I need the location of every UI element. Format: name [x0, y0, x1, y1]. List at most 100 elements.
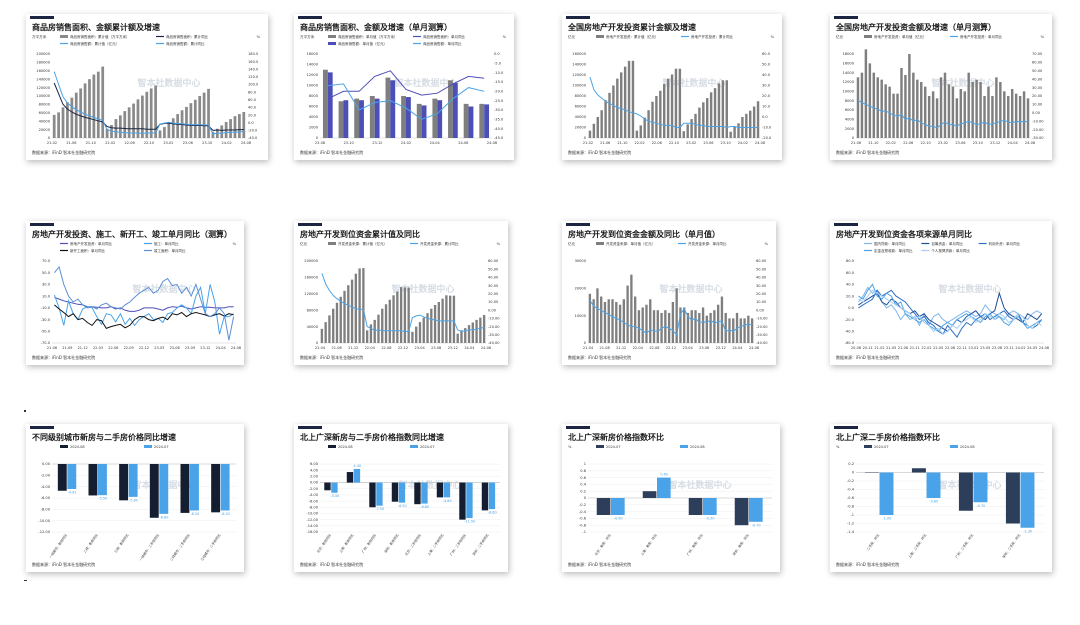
legend-swatch [328, 42, 336, 45]
bar [220, 125, 224, 138]
y-tick-label: 140000 [572, 63, 586, 67]
bar [74, 92, 78, 138]
x-tick-label: 21-12 [616, 346, 626, 350]
source-note: 数据来源：iFinD 智本社金融研究院 [568, 562, 632, 567]
legend-swatch [60, 35, 68, 38]
bar [105, 128, 109, 138]
y-tick-label: -50.0 [41, 329, 51, 333]
legend-label: 2024-08 [338, 445, 353, 449]
data-label: -0.50 [706, 517, 715, 521]
legend-label: 个人按揭贷款：单月同比 [931, 248, 970, 253]
x-tick-label: 23-08 [431, 346, 441, 350]
x-tick-label: 广州：新房同比 [360, 533, 377, 554]
bar [604, 100, 607, 138]
y-tick-label: 0 [852, 471, 855, 475]
x-tick-label: 24-02 [738, 141, 748, 145]
data-label: -4.80 [443, 499, 452, 503]
y2-tick-label: 100.0 [248, 83, 259, 87]
x-tick-label: 22-09 [124, 346, 134, 350]
bar [618, 304, 622, 343]
bar [331, 482, 338, 493]
y-tick-label: -70.0 [41, 341, 51, 345]
legend-label: 2024-07 [874, 445, 889, 449]
bar [900, 68, 903, 138]
bar [57, 464, 67, 491]
data-label: -7.50 [375, 507, 384, 511]
x-tick-label: 21-05 [886, 346, 896, 350]
bar [642, 491, 657, 498]
y-tick-label: -40.0 [845, 329, 855, 333]
bar [373, 319, 376, 343]
bar [406, 97, 411, 138]
y-tick-label: 60.0 [846, 271, 855, 275]
title-accent-bar [834, 223, 858, 226]
y2-tick-label: 0.00 [1032, 111, 1041, 115]
chart-card: 全国房地产开发投资金额及增速（单月测算） 数据来源：iFinD 智本社金融研究院亿… [830, 14, 1052, 160]
bar [663, 83, 666, 138]
bar [713, 310, 716, 343]
series-line [53, 82, 244, 131]
x-tick-label: 21-06 [851, 141, 861, 145]
y2-tick-label: -20.0 [248, 129, 258, 133]
bar [484, 104, 490, 138]
legend-label: 商品房销售额：累计同比 [166, 41, 205, 46]
legend-label: 商品房销售面积：累计值（万平方米） [70, 34, 130, 39]
x-tick-label: 22-04 [633, 346, 644, 350]
series-line [858, 286, 1042, 327]
legend-swatch [596, 242, 604, 245]
y-tick-label: 1 [584, 462, 586, 466]
title-accent-bar [30, 223, 54, 226]
x-tick-label: 24-08 [755, 141, 765, 145]
bar [1010, 89, 1014, 138]
bar [460, 330, 463, 343]
bar [176, 114, 180, 138]
bar [979, 82, 982, 138]
bar [756, 101, 760, 138]
y-tick-label: -10.00 [306, 512, 318, 516]
bar [705, 315, 709, 343]
y-tick-label: -0.2 [847, 479, 854, 483]
x-tick-label: 24-08 [241, 141, 251, 145]
bar [322, 69, 328, 138]
x-tick-label: 22-08 [649, 346, 659, 350]
bar [407, 287, 410, 343]
x-tick-label: 22-02 [886, 141, 896, 145]
x-tick-label: 23-02 [968, 346, 978, 350]
bar [682, 131, 685, 138]
bar [721, 80, 725, 138]
bar [951, 86, 955, 138]
legend-label: 竣工面积：单月同比 [154, 248, 186, 253]
y-tick-label: 200000 [36, 52, 50, 56]
bar [926, 472, 941, 498]
y2-axis-unit: % [233, 242, 237, 246]
y-tick-label: 6.00 [310, 462, 319, 466]
legend-swatch [950, 445, 958, 448]
x-tick-label: 22-12 [139, 346, 149, 350]
bar [637, 310, 641, 343]
data-label: -4.41 [68, 490, 77, 494]
bar [739, 318, 742, 343]
y2-axis-unit: % [1041, 35, 1045, 39]
y2-tick-label: 40.00 [756, 276, 767, 280]
x-tick-label: 上海：新房同比 [338, 533, 355, 554]
bar [655, 96, 658, 138]
bar [158, 130, 162, 138]
y-tick-label: 200000 [304, 259, 318, 263]
legend-label: 新开工面积：单月同比 [70, 248, 105, 253]
y2-tick-label: -25.0 [494, 99, 504, 103]
x-tick-label: 22-02 [921, 346, 931, 350]
bar [620, 72, 623, 138]
y2-tick-label: 120.0 [248, 75, 259, 79]
bar [391, 482, 399, 502]
x-tick-label: 22-06 [652, 141, 662, 145]
chart-svg: 亿元 % 房地产开发投资：累计值（亿元） 房地产开发投资：累计同比 160000 1400… [568, 34, 775, 145]
x-tick-label: 23-02 [686, 141, 696, 145]
x-tick-label: 上海：二手房：环比 [907, 533, 928, 559]
x-tick-label: 21-08 [600, 346, 610, 350]
bar [641, 307, 644, 343]
x-tick-label: 23-06 [170, 346, 180, 350]
bar [190, 464, 199, 511]
chart-svg: 万平方米 % 商品房销售面积：累计值（万平方米） 商品房销售面积：累计同比商品房销售额… [32, 34, 261, 145]
x-tick-label: 23-10 [973, 141, 983, 145]
